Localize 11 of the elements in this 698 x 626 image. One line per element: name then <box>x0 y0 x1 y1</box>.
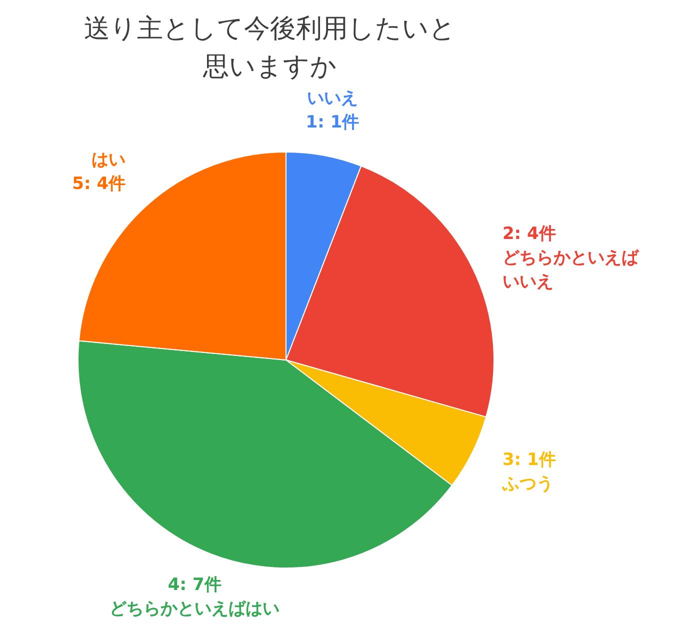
slice-label: どちらかといえばはい <box>110 599 280 619</box>
slice-label: いいえ <box>306 88 358 108</box>
chart-title: 送り主として今後利用したいと思いますか <box>83 13 457 84</box>
data-label: 5: 4件 <box>72 174 126 194</box>
slice-label: はい <box>92 150 126 170</box>
data-label: 1: 1件 <box>306 112 360 132</box>
slice-label: ふつう <box>501 474 554 494</box>
data-label: 4: 7件 <box>168 575 222 595</box>
slice-label: どちらかといえばいいえ <box>502 248 640 292</box>
data-label: 2: 4件 <box>502 224 556 244</box>
data-label: 3: 1件 <box>502 450 556 470</box>
